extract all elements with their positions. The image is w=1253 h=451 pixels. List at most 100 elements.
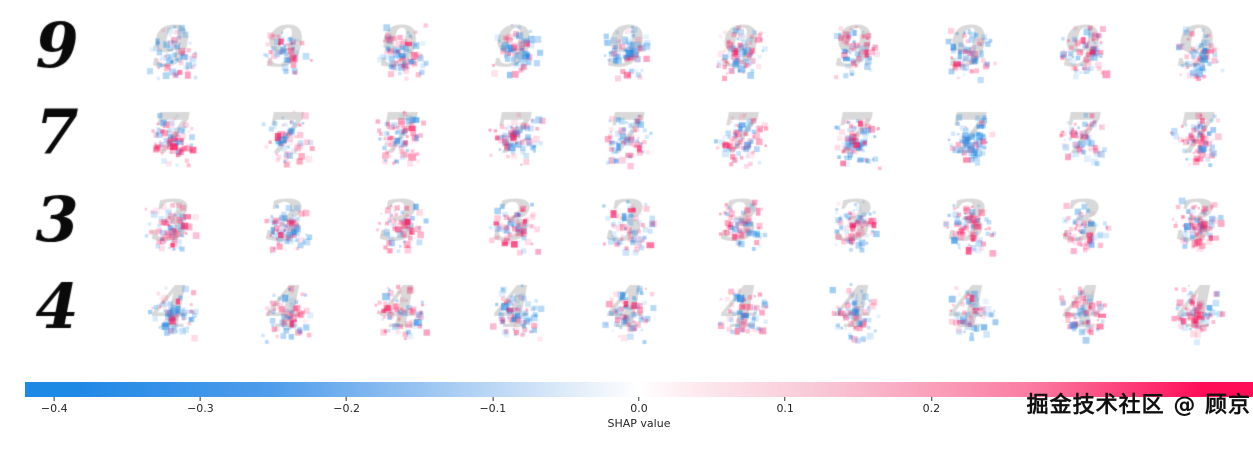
colorbar-label: SHAP value: [607, 417, 671, 430]
shap-image: [1159, 184, 1234, 263]
shap-image: [247, 271, 322, 350]
shap-cell: [570, 267, 684, 354]
digit-row: [0, 6, 1253, 93]
shap-cell: [114, 267, 228, 354]
digit-grid: [0, 6, 1253, 354]
colorbar-tick: −0.1: [479, 397, 506, 415]
shap-cell: [1025, 93, 1139, 180]
input-digit-image: [19, 97, 94, 176]
tick-label: 0.2: [922, 402, 941, 415]
colorbar-tick: −0.2: [333, 397, 360, 415]
shap-image: [1045, 184, 1120, 263]
shap-cell: [456, 267, 570, 354]
tick-label: 0.0: [630, 402, 648, 415]
input-digit-image: [19, 10, 94, 89]
shap-image: [1045, 271, 1120, 350]
colorbar-ticks: −0.4 −0.3 −0.2 −0.1 0.0 0.1 0.2: [25, 397, 1253, 415]
shap-cell: [228, 180, 342, 267]
shap-cell: [1025, 6, 1139, 93]
shap-image: [703, 10, 778, 89]
shap-image: [817, 184, 892, 263]
tick-mark: [492, 397, 494, 401]
colorbar-tick: 0.1: [776, 397, 794, 415]
shap-image: [133, 271, 208, 350]
shap-image: [475, 271, 550, 350]
shap-image: [931, 97, 1006, 176]
shap-image: [361, 271, 436, 350]
shap-image: [133, 97, 208, 176]
colorbar-gradient: [25, 382, 1253, 397]
shap-image: [931, 184, 1006, 263]
shap-image: [589, 97, 664, 176]
shap-cell: [456, 180, 570, 267]
tick-mark: [930, 397, 932, 401]
colorbar-tick: −0.3: [187, 397, 214, 415]
input-digit-cell: [0, 93, 114, 180]
shap-cell: [797, 267, 911, 354]
tick-mark: [784, 397, 786, 401]
shap-image: [817, 10, 892, 89]
shap-cell: [342, 6, 456, 93]
shap-image: [703, 271, 778, 350]
digit-row: [0, 267, 1253, 354]
shap-image: [247, 10, 322, 89]
shap-image: [475, 184, 550, 263]
shap-cell: [456, 93, 570, 180]
shap-cell: [911, 180, 1025, 267]
shap-image: [589, 10, 664, 89]
digit-row: [0, 180, 1253, 267]
tick-label: 0.1: [776, 402, 794, 415]
tick-mark: [638, 397, 640, 401]
shap-cell: [683, 6, 797, 93]
shap-cell: [228, 6, 342, 93]
shap-cell: [1139, 93, 1253, 180]
shap-cell: [1139, 6, 1253, 93]
input-digit-cell: [0, 267, 114, 354]
tick-label: −0.3: [187, 402, 214, 415]
shap-image: [1045, 10, 1120, 89]
colorbar-tick: 0.0: [630, 397, 648, 415]
shap-image: [817, 97, 892, 176]
shap-cell: [683, 93, 797, 180]
shap-image: [247, 184, 322, 263]
shap-image: [1045, 97, 1120, 176]
tick-label: −0.2: [333, 402, 360, 415]
shap-cell: [797, 180, 911, 267]
shap-cell: [228, 267, 342, 354]
input-digit-image: [19, 271, 94, 350]
input-digit-image: [19, 184, 94, 263]
input-digit-cell: [0, 6, 114, 93]
shap-cell: [570, 93, 684, 180]
shap-image: [703, 184, 778, 263]
shap-cell: [911, 93, 1025, 180]
shap-image: [1159, 97, 1234, 176]
tick-mark: [53, 397, 55, 401]
shap-cell: [570, 6, 684, 93]
shap-image: [589, 271, 664, 350]
shap-image: [361, 10, 436, 89]
shap-image: [931, 10, 1006, 89]
colorbar-tick: −0.4: [41, 397, 68, 415]
shap-image: [703, 97, 778, 176]
watermark-text: 掘金技术社区 @ 顾京: [1026, 393, 1251, 418]
shap-image: [475, 10, 550, 89]
shap-cell: [228, 93, 342, 180]
shap-image: [589, 184, 664, 263]
shap-image: [1159, 271, 1234, 350]
shap-cell: [342, 267, 456, 354]
tick-mark: [346, 397, 348, 401]
shap-cell: [342, 180, 456, 267]
shap-cell: [114, 93, 228, 180]
shap-cell: [1025, 267, 1139, 354]
shap-cell: [114, 180, 228, 267]
shap-cell: [1025, 180, 1139, 267]
shap-cell: [911, 6, 1025, 93]
shap-image: [361, 184, 436, 263]
colorbar-tick: 0.2: [922, 397, 941, 415]
input-digit-cell: [0, 180, 114, 267]
shap-image: [475, 97, 550, 176]
shap-cell: [911, 267, 1025, 354]
shap-cell: [342, 93, 456, 180]
shap-image: [1159, 10, 1234, 89]
